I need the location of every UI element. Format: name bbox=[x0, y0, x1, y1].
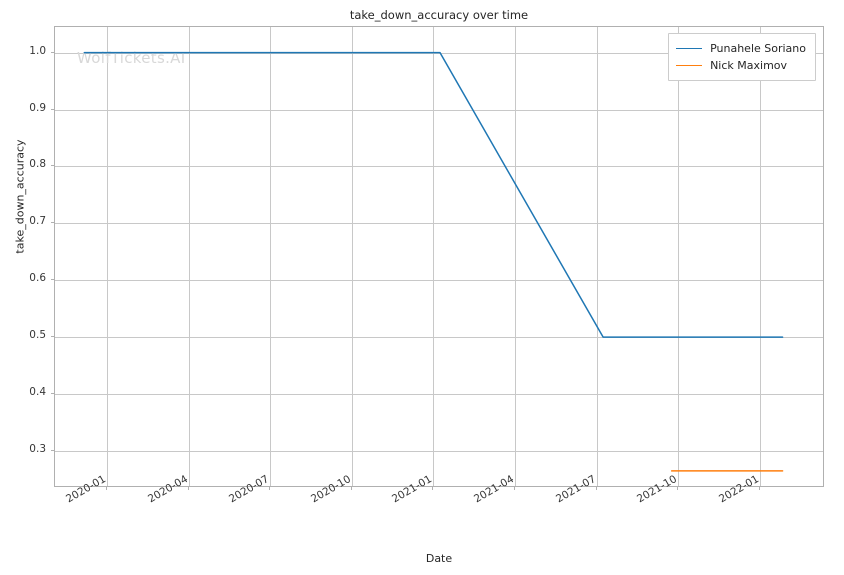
y-tick-label: 0.3 bbox=[29, 443, 46, 455]
x-tickmark bbox=[269, 487, 271, 490]
y-tick-label: 0.7 bbox=[29, 215, 46, 228]
gridline-horizontal bbox=[55, 337, 823, 339]
gridline-vertical bbox=[351, 27, 353, 486]
y-tick-label: 0.5 bbox=[29, 329, 46, 342]
gridline-vertical bbox=[433, 27, 435, 486]
legend-swatch-nick-maximov bbox=[676, 65, 703, 66]
y-axis-label: take_down_accuracy bbox=[13, 139, 27, 254]
legend-item: Nick Maximov bbox=[676, 57, 806, 74]
gridline-vertical bbox=[270, 27, 272, 486]
y-tickmark bbox=[51, 336, 54, 338]
gridline-horizontal bbox=[55, 223, 823, 225]
legend-swatch-punahele-soriano bbox=[676, 48, 703, 49]
y-tickmark bbox=[51, 165, 54, 167]
y-tick-label: 0.8 bbox=[29, 158, 46, 171]
plot-area: WolfTickets.AI Punahele Soriano Nick Max… bbox=[54, 26, 824, 487]
y-tick-label: 0.9 bbox=[29, 101, 46, 114]
legend-label-punahele-soriano: Punahele Soriano bbox=[710, 42, 806, 55]
x-tickmark bbox=[350, 487, 352, 490]
x-tickmark bbox=[595, 487, 597, 490]
legend-item: Punahele Soriano bbox=[676, 40, 806, 57]
y-tickmark bbox=[51, 51, 54, 53]
series-lines bbox=[83, 51, 784, 472]
gridline-horizontal bbox=[55, 280, 823, 282]
x-tickmark bbox=[677, 487, 679, 490]
gridline-vertical bbox=[188, 27, 190, 486]
gridline-horizontal bbox=[55, 109, 823, 111]
gridline-horizontal bbox=[55, 451, 823, 452]
y-tick-label: 0.6 bbox=[29, 272, 46, 285]
legend: Punahele Soriano Nick Maximov bbox=[668, 33, 816, 81]
y-tickmark bbox=[51, 450, 54, 451]
y-tickmark bbox=[51, 279, 54, 281]
gridline-vertical bbox=[515, 27, 517, 486]
x-tickmark bbox=[514, 487, 516, 490]
gridline-horizontal bbox=[55, 394, 823, 396]
x-tickmark bbox=[432, 487, 434, 490]
chart-title: take_down_accuracy over time bbox=[349, 8, 529, 22]
series-line bbox=[83, 51, 784, 338]
x-tickmark bbox=[106, 487, 108, 490]
x-axis-label: Date bbox=[425, 552, 453, 565]
gridline-vertical bbox=[678, 27, 680, 486]
y-tickmark bbox=[51, 393, 54, 395]
x-tickmark bbox=[187, 487, 189, 490]
y-tick-label: 1.0 bbox=[29, 44, 46, 57]
y-tickmark bbox=[51, 222, 54, 224]
legend-label-nick-maximov: Nick Maximov bbox=[710, 59, 788, 72]
gridline-horizontal bbox=[55, 166, 823, 168]
gridline-vertical bbox=[596, 27, 598, 486]
gridline-vertical bbox=[107, 27, 109, 486]
x-tickmark bbox=[758, 487, 760, 490]
gridline-vertical bbox=[759, 27, 761, 486]
y-tickmark bbox=[51, 108, 54, 110]
y-tick-label: 0.4 bbox=[29, 386, 46, 399]
